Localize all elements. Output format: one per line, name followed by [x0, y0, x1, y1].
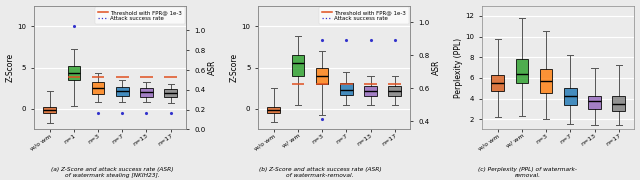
Y-axis label: ASR: ASR [432, 60, 441, 75]
PathPatch shape [588, 96, 601, 109]
PathPatch shape [612, 96, 625, 111]
PathPatch shape [540, 69, 552, 93]
PathPatch shape [564, 88, 577, 105]
PathPatch shape [268, 107, 280, 113]
PathPatch shape [388, 86, 401, 96]
Y-axis label: Z-Score: Z-Score [6, 53, 15, 82]
PathPatch shape [116, 87, 129, 96]
Y-axis label: Perplexity (PPL): Perplexity (PPL) [454, 37, 463, 98]
PathPatch shape [164, 89, 177, 97]
PathPatch shape [140, 88, 153, 97]
PathPatch shape [292, 55, 304, 76]
PathPatch shape [364, 86, 377, 96]
PathPatch shape [92, 82, 104, 94]
Text: (c) Perplexity (PPL) of watermark-
removal.: (c) Perplexity (PPL) of watermark- remov… [479, 167, 577, 178]
Y-axis label: ASR: ASR [208, 60, 217, 75]
PathPatch shape [492, 75, 504, 91]
Legend: Threshold with FPR@ 1e-3, Attack success rate: Threshold with FPR@ 1e-3, Attack success… [95, 7, 185, 24]
Text: (a) Z-Score and attack success rate (ASR)
of watermark stealing [NKIH23].: (a) Z-Score and attack success rate (ASR… [51, 167, 173, 178]
PathPatch shape [340, 83, 353, 95]
PathPatch shape [68, 66, 80, 80]
Y-axis label: Z-Score: Z-Score [230, 53, 239, 82]
Legend: Threshold with FPR@ 1e-3, Attack success rate: Threshold with FPR@ 1e-3, Attack success… [319, 7, 409, 24]
PathPatch shape [44, 107, 56, 113]
PathPatch shape [316, 68, 328, 84]
PathPatch shape [516, 59, 528, 83]
Text: (b) Z-Score and attack success rate (ASR)
of watermark-removal.: (b) Z-Score and attack success rate (ASR… [259, 167, 381, 178]
